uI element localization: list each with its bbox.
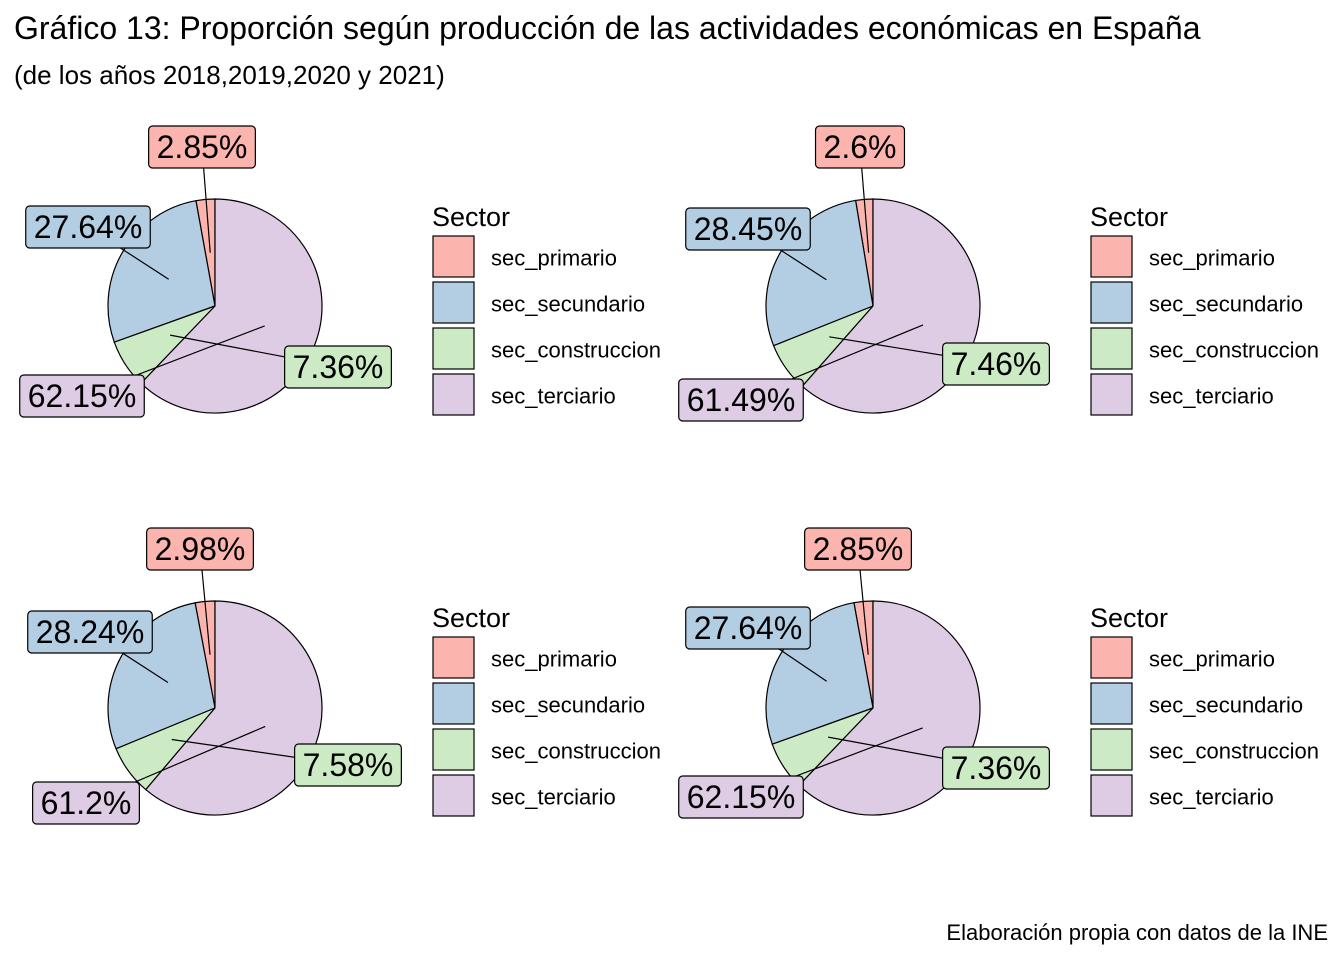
legend-swatch-sec-terciario xyxy=(1090,774,1133,817)
data-label-box xyxy=(804,527,912,571)
legend-swatch-sec-terciario xyxy=(1090,373,1133,416)
data-label-sec-terciario: 61.2% xyxy=(41,785,132,821)
legend-item-sec-secundario: sec_secundario xyxy=(1149,292,1303,317)
data-label-sec-terciario: 62.15% xyxy=(687,779,796,815)
legend: Sector sec_primario sec_secundario sec_cons… xyxy=(1090,202,1319,416)
legend-swatch-sec-construccion xyxy=(432,728,475,771)
data-label-sec-construccion: 7.58% xyxy=(303,747,394,783)
data-label-sec-secundario: 28.45% xyxy=(694,211,803,247)
legend-item-sec-primario: sec_primario xyxy=(491,246,617,271)
data-label-box xyxy=(942,746,1050,790)
legend-item-sec-terciario: sec_terciario xyxy=(491,785,616,810)
legend-swatch-sec-primario xyxy=(1090,235,1133,278)
data-label-box xyxy=(27,610,153,654)
data-label-sec-secundario: 27.64% xyxy=(694,610,803,646)
chart-caption: Elaboración propia con datos de la INE xyxy=(946,920,1328,945)
data-label-box xyxy=(32,781,140,825)
data-label-box xyxy=(685,606,811,650)
legend-item-sec-primario: sec_primario xyxy=(1149,246,1275,271)
data-label-sec-primario: 2.85% xyxy=(157,129,248,165)
pie-panel-4: 2.85% 27.64% 7.36% 62.15% xyxy=(678,527,1050,819)
legend-item-sec-terciario: sec_terciario xyxy=(1149,384,1274,409)
legend-swatch-sec-primario xyxy=(432,235,475,278)
data-label-sec-secundario: 28.24% xyxy=(36,614,145,650)
data-label-box xyxy=(19,374,145,418)
legend-item-sec-secundario: sec_secundario xyxy=(491,693,645,718)
data-label-box xyxy=(146,527,254,571)
data-label-sec-terciario: 62.15% xyxy=(28,378,137,414)
legend-swatch-sec-construccion xyxy=(1090,728,1133,771)
data-label-sec-construccion: 7.36% xyxy=(951,750,1042,786)
legend-swatch-sec-terciario xyxy=(432,774,475,817)
legend: Sector sec_primario sec_secundario sec_cons… xyxy=(1090,603,1319,817)
data-label-sec-construccion: 7.36% xyxy=(293,349,384,385)
pie-panel-1: 2.85% 27.64% 7.36% 62.15% xyxy=(19,125,392,418)
legend-item-sec-construccion: sec_construccion xyxy=(491,739,661,764)
pie-panel-3: 2.98% 28.24% 7.58% 61.2% xyxy=(27,527,402,825)
data-label-box xyxy=(148,125,256,169)
legend-swatch-sec-terciario xyxy=(432,373,475,416)
legend-item-sec-terciario: sec_terciario xyxy=(1149,785,1274,810)
legend-item-sec-construccion: sec_construccion xyxy=(1149,338,1319,363)
legend-item-sec-primario: sec_primario xyxy=(1149,647,1275,672)
legend: Sector sec_primario sec_secundario sec_cons… xyxy=(432,603,661,817)
data-label-sec-primario: 2.85% xyxy=(813,531,904,567)
data-label-box xyxy=(678,378,804,422)
data-label-box xyxy=(25,205,151,249)
data-label-sec-primario: 2.6% xyxy=(824,129,897,165)
data-label-sec-terciario: 61.49% xyxy=(687,382,796,418)
legend-swatch-sec-secundario xyxy=(432,281,475,324)
legend-swatch-sec-secundario xyxy=(1090,281,1133,324)
data-label-box xyxy=(284,345,392,389)
legend-item-sec-construccion: sec_construccion xyxy=(1149,739,1319,764)
legend-item-sec-primario: sec_primario xyxy=(491,647,617,672)
legend-swatch-sec-construccion xyxy=(432,327,475,370)
legend-title: Sector xyxy=(1090,202,1168,232)
legend-title: Sector xyxy=(1090,603,1168,633)
data-label-box xyxy=(942,342,1050,386)
legend-item-sec-secundario: sec_secundario xyxy=(1149,693,1303,718)
chart-subtitle: (de los años 2018,2019,2020 y 2021) xyxy=(14,60,445,90)
pie-panel-2: 2.6% 28.45% 7.46% 61.49% xyxy=(678,125,1050,422)
legend: Sector sec_primario sec_secundario sec_cons… xyxy=(432,202,661,416)
legend-swatch-sec-secundario xyxy=(1090,682,1133,725)
data-label-sec-secundario: 27.64% xyxy=(34,209,143,245)
legend-title: Sector xyxy=(432,202,510,232)
data-label-box xyxy=(685,207,811,251)
data-label-box xyxy=(294,743,402,787)
legend-swatch-sec-secundario xyxy=(432,682,475,725)
legend-item-sec-secundario: sec_secundario xyxy=(491,292,645,317)
legend-title: Sector xyxy=(432,603,510,633)
data-label-sec-primario: 2.98% xyxy=(155,531,246,567)
legend-item-sec-construccion: sec_construccion xyxy=(491,338,661,363)
data-label-sec-construccion: 7.46% xyxy=(951,346,1042,382)
legend-swatch-sec-construccion xyxy=(1090,327,1133,370)
legend-swatch-sec-primario xyxy=(432,636,475,679)
legend-swatch-sec-primario xyxy=(1090,636,1133,679)
chart-title: Gráfico 13: Proporción según producción … xyxy=(14,10,1201,46)
data-label-box xyxy=(814,125,906,169)
legend-item-sec-terciario: sec_terciario xyxy=(491,384,616,409)
data-label-box xyxy=(678,775,804,819)
